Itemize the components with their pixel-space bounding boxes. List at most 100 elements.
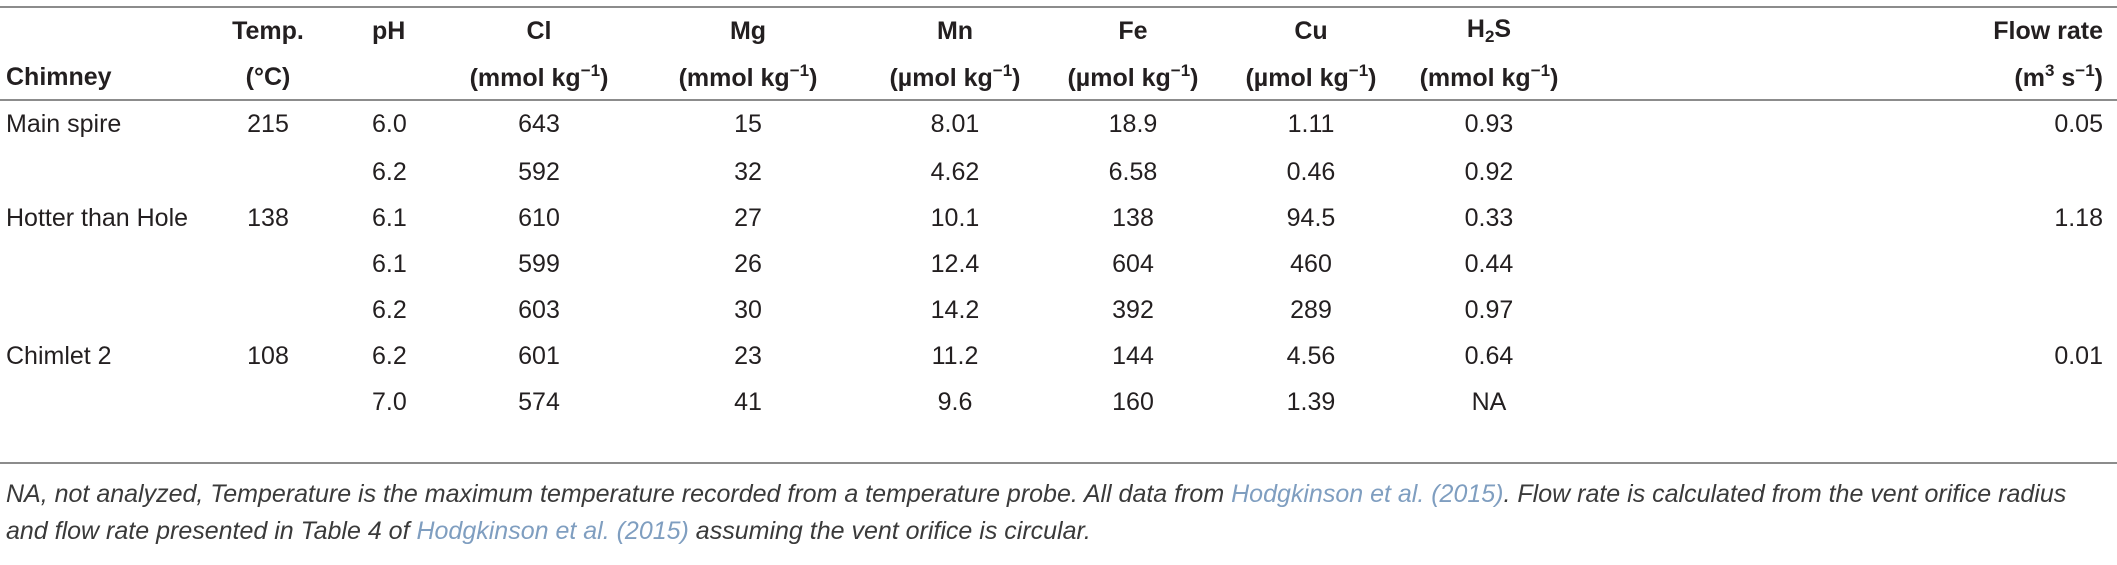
cell-ph: 6.1 (372, 249, 407, 278)
header-mn-unit: (µmol kg−1) (889, 61, 1021, 92)
cell-flow-rate: 0.01 (2054, 341, 2103, 370)
header-cu-unit: (µmol kg−1) (1245, 61, 1377, 92)
table-row: 6.1 599 26 12.4 604 460 0.44 (0, 241, 2117, 287)
cell-fe: 18.9 (1108, 110, 1158, 138)
cell-mn: 8.01 (930, 110, 980, 138)
cell-fe: 144 (1112, 341, 1154, 370)
cell-temp (200, 287, 336, 333)
cell-h2s: NA (1471, 387, 1507, 416)
header-temp-unit: (°C) (245, 62, 291, 91)
cell-cu: 94.5 (1286, 203, 1336, 232)
header-flow-rate: Flow rate (1993, 16, 2103, 45)
footnote-text: NA, not analyzed, Temperature is the max… (6, 480, 1232, 508)
header-temp: Temp. (232, 16, 304, 45)
cell-flow-rate (1578, 379, 2117, 425)
cell-h2s: 0.44 (1464, 249, 1514, 278)
table-row: Chimlet 2 108 6.2 601 23 11.2 144 4.56 0… (0, 333, 2117, 379)
table-footnote: NA, not analyzed, Temperature is the max… (6, 476, 2106, 550)
header-rule (0, 99, 2117, 101)
cell-fe: 392 (1112, 295, 1154, 324)
footnote-text: . Flow rate is calculated from the vent … (6, 480, 2067, 545)
table-row: 6.2 592 32 4.62 6.58 0.46 0.92 (0, 149, 2117, 195)
table-row: 7.0 574 41 9.6 160 1.39 NA (0, 379, 2117, 425)
cell-cu: 289 (1290, 295, 1332, 324)
cell-ph: 6.0 (372, 110, 407, 138)
cell-mg: 32 (734, 157, 762, 186)
cell-cl: 610 (518, 203, 560, 232)
header-row-1: Temp. pH Cl Mg Mn Fe Cu H2S Flow rate (0, 8, 2117, 54)
cell-ph: 6.2 (372, 157, 407, 186)
table-row: 6.2 603 30 14.2 392 289 0.97 (0, 287, 2117, 333)
cell-cl: 603 (518, 295, 560, 324)
cell-fe: 6.58 (1108, 157, 1158, 186)
header-row-2: Chimney (°C) (mmol kg−1) (mmol kg−1) (µm… (0, 54, 2117, 100)
cell-chimney (0, 379, 200, 425)
cell-cl: 601 (518, 341, 560, 370)
cell-mg: 30 (734, 295, 762, 324)
cell-mg: 41 (734, 387, 762, 416)
bottom-rule (0, 462, 2117, 464)
header-mg: Mg (729, 16, 767, 45)
cell-fe: 138 (1112, 203, 1154, 232)
cell-cl: 574 (518, 387, 560, 416)
header-fe: Fe (1118, 16, 1148, 45)
cell-mn: 14.2 (930, 295, 980, 324)
cell-flow-rate (1578, 241, 2117, 287)
cell-cl: 592 (518, 157, 560, 186)
header-ph: pH (372, 16, 406, 45)
cell-h2s: 0.64 (1464, 341, 1514, 370)
cell-chimney: Chimlet 2 (6, 341, 112, 370)
cell-cu: 4.56 (1286, 341, 1336, 370)
cell-cl: 643 (518, 110, 560, 138)
cell-cu: 460 (1290, 249, 1332, 278)
cell-cl: 599 (518, 249, 560, 278)
cell-flow-rate (1578, 287, 2117, 333)
cell-fe: 160 (1112, 387, 1154, 416)
cell-chimney (0, 287, 200, 333)
cell-chimney (0, 149, 200, 195)
header-h2s: H2S (1466, 15, 1512, 46)
cell-ph: 6.1 (372, 203, 407, 232)
cell-h2s: 0.33 (1464, 203, 1514, 232)
cell-chimney: Main spire (6, 110, 122, 138)
cell-mg: 15 (734, 110, 762, 138)
cell-temp: 215 (247, 110, 289, 138)
cell-chimney: Hotter than Hole (6, 203, 189, 232)
cell-cu: 1.39 (1286, 387, 1336, 416)
cell-flow-rate: 1.18 (2054, 203, 2103, 232)
cell-temp: 138 (247, 203, 289, 232)
citation-link[interactable]: Hodgkinson et al. (2015) (416, 517, 689, 545)
header-cu: Cu (1294, 16, 1328, 45)
header-ph-unit (336, 54, 448, 100)
header-mn: Mn (936, 16, 974, 45)
cell-mn: 12.4 (930, 249, 980, 278)
header-flow-rate-unit: (m3 s−1) (2014, 61, 2103, 92)
header-fe-unit: (µmol kg−1) (1067, 61, 1199, 92)
citation-link[interactable]: Hodgkinson et al. (2015) (1231, 480, 1504, 508)
cell-temp (200, 241, 336, 287)
cell-mg: 23 (734, 341, 762, 370)
cell-flow-rate: 0.05 (2054, 110, 2103, 138)
cell-ph: 6.2 (372, 341, 407, 370)
cell-flow-rate (1578, 149, 2117, 195)
cell-temp (200, 379, 336, 425)
cell-fe: 604 (1112, 249, 1154, 278)
header-mg-unit: (mmol kg−1) (678, 61, 818, 92)
table-row: Main spire 215 6.0 643 15 8.01 18.9 1.11… (0, 100, 2117, 149)
cell-mn: 11.2 (931, 341, 979, 370)
cell-temp: 108 (247, 341, 289, 370)
cell-h2s: 0.93 (1464, 110, 1514, 138)
cell-ph: 6.2 (372, 295, 407, 324)
header-cl-unit: (mmol kg−1) (469, 61, 609, 92)
cell-mn: 10.1 (930, 203, 980, 232)
cell-temp (200, 149, 336, 195)
footnote-text: assuming the vent orifice is circular. (688, 517, 1091, 545)
header-chimney-top (0, 8, 200, 54)
cell-h2s: 0.97 (1464, 295, 1514, 324)
cell-mg: 26 (734, 249, 762, 278)
cell-mn: 9.6 (937, 387, 973, 416)
cell-cu: 1.11 (1287, 110, 1335, 138)
header-chimney: Chimney (6, 62, 112, 91)
cell-h2s: 0.92 (1464, 157, 1514, 186)
